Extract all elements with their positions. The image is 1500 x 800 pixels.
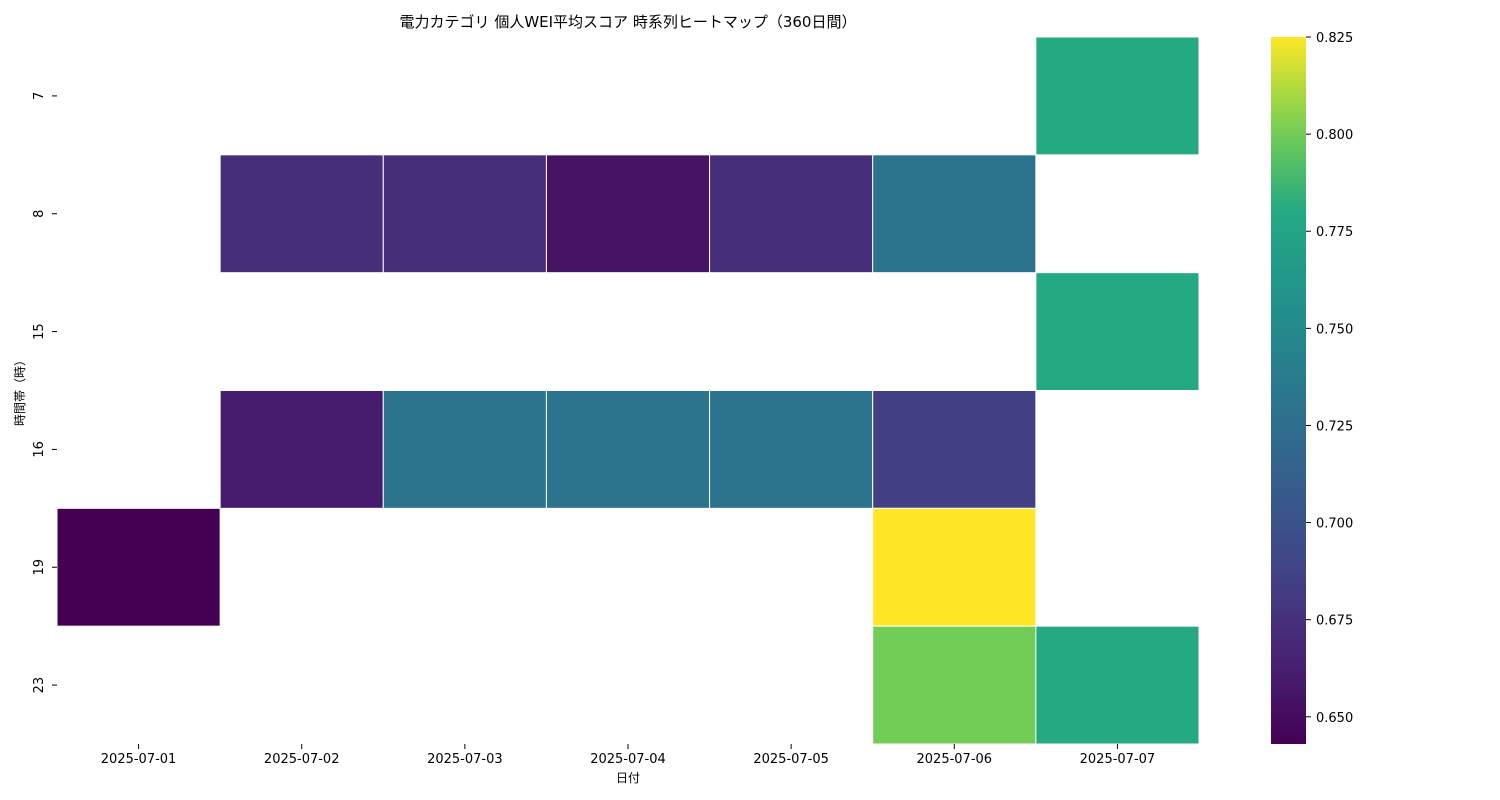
heatmap-cell: [382, 154, 547, 274]
heatmap-cell: [709, 390, 874, 509]
y-axis-label: 時間帯（時）: [13, 354, 27, 426]
heatmap-cell: [709, 154, 874, 274]
y-axis-ticks: 7 8 15 16 19 23: [32, 92, 57, 694]
x-tick-label: 2025-07-03: [427, 752, 503, 767]
heatmap-cell: [1035, 36, 1200, 156]
y-tick-label: 19: [32, 559, 47, 576]
heatmap-cell: [545, 390, 711, 509]
colorbar-tick-label: 0.650: [1316, 711, 1353, 726]
heatmap-cell: [1035, 272, 1200, 391]
colorbar-tick-label: 0.825: [1316, 31, 1353, 46]
x-axis-label: 日付: [616, 771, 640, 785]
chart-title: 電力カテゴリ 個人WEI平均スコア 時系列ヒートマップ（360日間）: [400, 13, 857, 31]
x-tick-label: 2025-07-04: [590, 752, 666, 767]
x-axis-ticks: 2025-07-01 2025-07-02 2025-07-03 2025-07-04…: [101, 744, 1155, 767]
heatmap-cell: [382, 390, 547, 509]
heatmap-cell: [219, 390, 384, 509]
x-tick-label: 2025-07-06: [917, 752, 993, 767]
x-tick-label: 2025-07-05: [753, 752, 829, 767]
y-tick-label: 23: [32, 677, 47, 694]
y-tick-label: 7: [32, 92, 47, 100]
y-tick-label: 15: [32, 323, 47, 340]
heatmap-cell: [872, 154, 1037, 274]
colorbar-tick-label: 0.700: [1316, 517, 1353, 532]
heatmap-cell: [545, 154, 711, 274]
y-tick-label: 16: [32, 441, 47, 458]
colorbar-tick-label: 0.800: [1316, 128, 1353, 143]
heatmap-cell: [219, 154, 384, 274]
heatmap-cell: [872, 625, 1037, 745]
heatmap-cell: [56, 507, 221, 627]
heatmap-cells: [56, 36, 1200, 745]
y-tick-label: 8: [32, 210, 47, 218]
colorbar-ticks: 0.650 0.675 0.700 0.725 0.750 0.775 0.800 0.825: [1306, 31, 1353, 726]
heatmap-cell: [872, 507, 1037, 627]
x-tick-label: 2025-07-01: [101, 752, 177, 767]
x-tick-label: 2025-07-07: [1080, 752, 1156, 767]
x-tick-label: 2025-07-02: [264, 752, 340, 767]
heatmap-cell: [1035, 625, 1200, 745]
colorbar-tick-label: 0.675: [1316, 614, 1353, 629]
colorbar-tick-label: 0.750: [1316, 322, 1353, 337]
colorbar: [1271, 37, 1306, 744]
colorbar-tick-label: 0.775: [1316, 225, 1353, 240]
colorbar-tick-label: 0.725: [1316, 419, 1353, 434]
heatmap-cell: [872, 390, 1037, 509]
